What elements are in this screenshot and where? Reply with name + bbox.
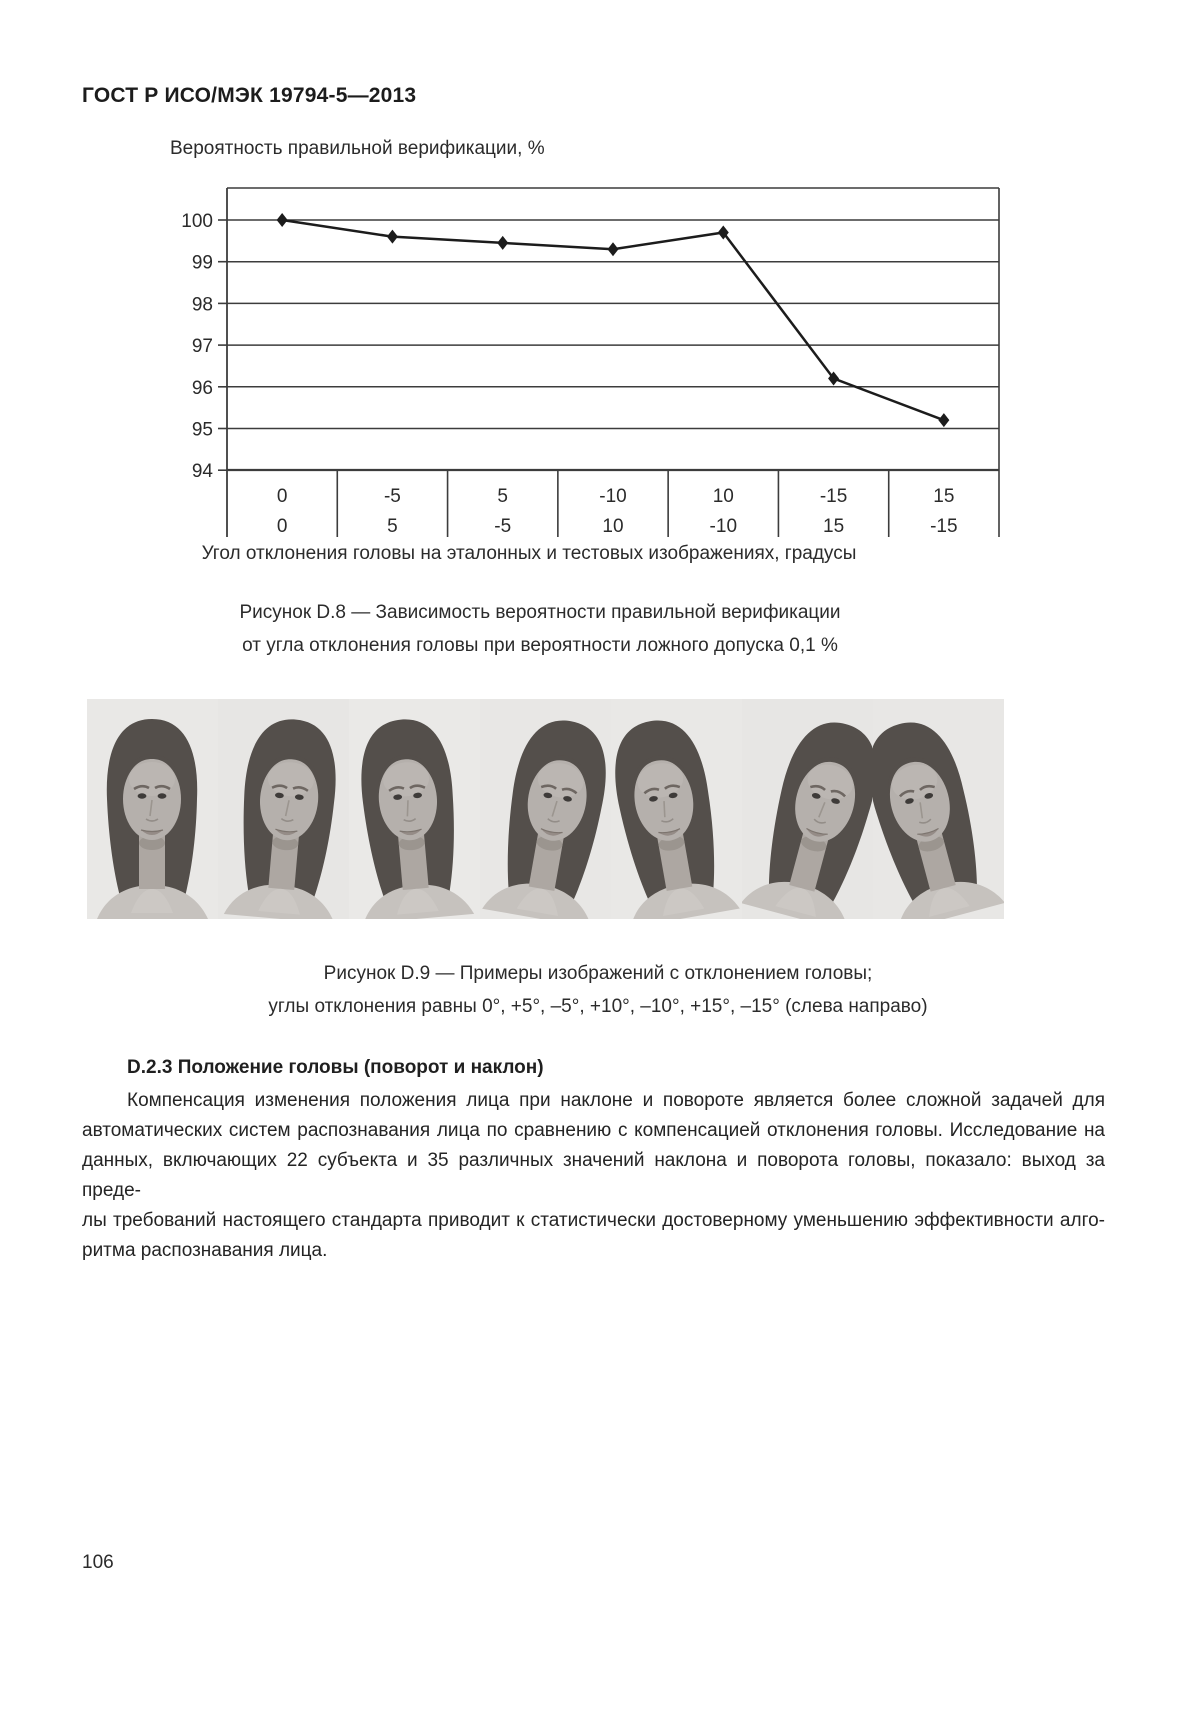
face-image-2 <box>349 699 480 919</box>
x-tick-label: -15 <box>930 516 957 537</box>
paragraph-line: данных, включающих 22 субъекта и 35 разл… <box>82 1150 1105 1201</box>
data-point-marker <box>276 213 288 227</box>
document-header: ГОСТ Р ИСО/МЭК 19794-5—2013 <box>82 84 417 107</box>
face-image-1 <box>218 699 349 919</box>
face-image-6 <box>873 699 1004 919</box>
x-tick-label: -10 <box>599 486 626 507</box>
x-tick-label: 10 <box>602 516 623 537</box>
figure-d9-caption-line2: углы отклонения равны 0°, +5°, –5°, +10°… <box>268 996 928 1017</box>
face-image-5 <box>742 699 873 919</box>
portrait <box>615 720 740 919</box>
x-tick-label: 15 <box>823 516 844 537</box>
paragraph-line: Компенсация изменения положения лица при… <box>127 1090 1105 1111</box>
portrait <box>361 719 475 919</box>
paragraph-line: ритма распознавания лица. <box>82 1240 328 1261</box>
section-heading: D.2.3 Положение головы (поворот и наклон… <box>127 1057 544 1078</box>
x-tick-label: 5 <box>387 516 398 537</box>
page-number: 106 <box>82 1552 114 1573</box>
x-tick-label: -15 <box>820 486 847 507</box>
data-point-marker <box>607 242 619 257</box>
data-point-marker <box>497 235 509 250</box>
y-tick-label: 98 <box>192 294 213 315</box>
paragraph-line: автоматических систем распознавания лица… <box>82 1120 1105 1141</box>
face-image-3 <box>480 699 611 919</box>
portrait <box>873 722 1004 919</box>
data-point-marker <box>828 371 840 386</box>
figure-d8-caption-line2: от угла отклонения головы при вероятност… <box>242 635 838 656</box>
paragraph-line: лы требований настоящего стандарта приво… <box>82 1210 1105 1231</box>
x-tick-label: 0 <box>277 486 288 507</box>
data-point-marker <box>717 225 729 240</box>
x-tick-label: 10 <box>713 486 734 507</box>
y-tick-label: 100 <box>181 211 213 232</box>
x-tick-label: -5 <box>494 516 511 537</box>
data-point-marker <box>938 413 950 428</box>
y-tick-label: 96 <box>192 378 213 399</box>
figure-d8-caption-line1: Рисунок D.8 — Зависимость вероятности пр… <box>239 602 841 623</box>
chart-x-axis-label: Угол отклонения головы на эталонных и те… <box>201 543 857 564</box>
data-point-marker <box>386 229 398 244</box>
face-image-4 <box>611 699 742 919</box>
y-tick-label: 95 <box>192 420 213 441</box>
y-tick-label: 97 <box>192 336 213 357</box>
portrait <box>482 720 606 919</box>
x-tick-label: -10 <box>710 516 737 537</box>
portrait <box>97 719 208 919</box>
verification-probability-line-chart: 100 99 98 97 96 95 94 0 -5 5 -10 10 -15 15 0 5 -5 10 -10 15… <box>181 187 1000 537</box>
figure-d9-face-image-strip <box>87 699 1004 919</box>
portrait <box>742 722 873 919</box>
figure-d8-caption: Рисунок D.8 — Зависимость вероятности пр… <box>150 596 930 662</box>
x-tick-label: 5 <box>497 486 508 507</box>
body-paragraph: Компенсация изменения положения лица при… <box>82 1086 1105 1266</box>
x-tick-label: -5 <box>384 486 401 507</box>
face-image-0 <box>87 699 218 919</box>
chart-title: Вероятность правильной верификации, % <box>170 138 545 159</box>
figure-d9-caption: Рисунок D.9 — Примеры изображений с откл… <box>180 957 1016 1023</box>
figure-d9-caption-line1: Рисунок D.9 — Примеры изображений с откл… <box>323 963 873 984</box>
y-tick-label: 99 <box>192 253 213 274</box>
portrait <box>223 719 336 919</box>
x-tick-label: 0 <box>277 516 288 537</box>
y-tick-label: 94 <box>192 461 214 482</box>
x-tick-label: 15 <box>933 486 954 507</box>
